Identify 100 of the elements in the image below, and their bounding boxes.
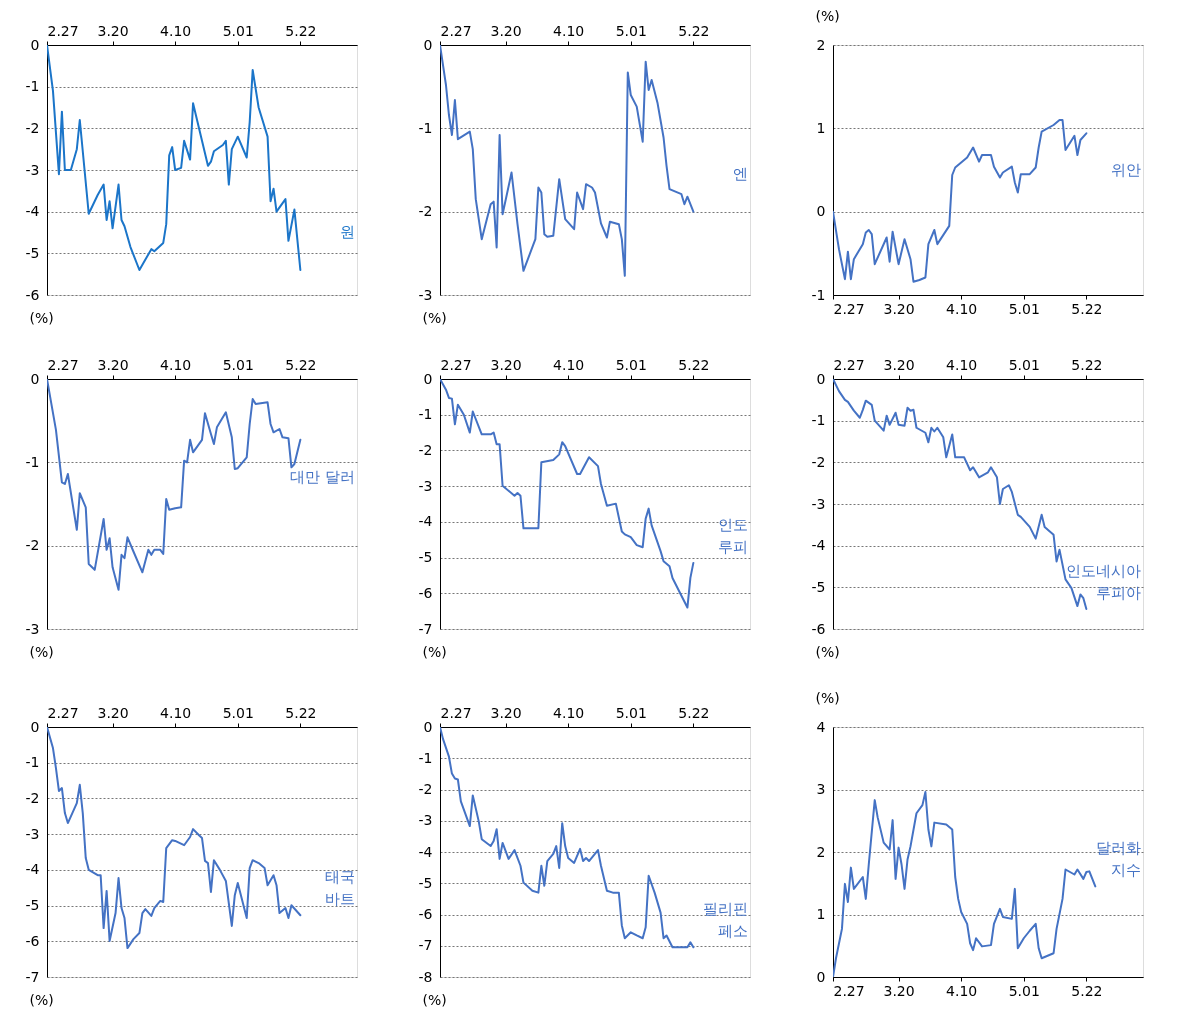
x-tick-label: 2.27 (440, 356, 472, 373)
x-tick-label: 5.22 (678, 22, 710, 39)
y-tick-label: -7 (418, 620, 433, 637)
y-tick-label: -3 (418, 286, 433, 303)
y-axis-title: (%) (29, 643, 54, 660)
y-axis-title: (%) (422, 643, 447, 660)
y-tick-label: -1 (811, 412, 826, 429)
y-tick-label: -1 (25, 78, 40, 95)
x-tick-label: 3.20 (97, 22, 129, 39)
y-tick-label: -3 (25, 620, 40, 637)
y-tick-label: -3 (811, 495, 826, 512)
line-series (833, 119, 1088, 283)
x-tick-label: 2.27 (440, 22, 472, 39)
line-series (440, 727, 695, 949)
x-tick-label: 3.20 (490, 704, 522, 721)
y-tick-label: -5 (25, 897, 40, 914)
x-tick-label: 5.22 (678, 704, 710, 721)
x-tick-label: 4.10 (553, 704, 585, 721)
series-label: 인도네시아 루피아 (1066, 562, 1141, 602)
x-tick-label: 5.22 (285, 704, 317, 721)
y-tick-label: 0 (423, 370, 433, 387)
line-series (440, 45, 695, 277)
y-tick-label: 4 (816, 718, 826, 735)
x-tick-label: 5.01 (1008, 982, 1040, 999)
x-tick-label: 3.20 (490, 22, 522, 39)
y-tick-label: 0 (30, 370, 40, 387)
line-series (47, 727, 302, 950)
x-tick-label: 2.27 (47, 704, 79, 721)
x-tick-label: 5.01 (222, 22, 254, 39)
y-tick-label: -6 (418, 906, 433, 922)
y-axis-title: (%) (815, 689, 840, 706)
series-label: 대만 달러 (290, 467, 355, 486)
x-tick-label: 5.01 (615, 356, 647, 373)
y-tick-label: -5 (811, 578, 826, 595)
y-axis-title: (%) (815, 643, 840, 660)
x-tick-label: 2.27 (47, 356, 79, 373)
text: 엔 (733, 164, 748, 183)
line-series (47, 45, 302, 271)
y-tick-label: -1 (418, 749, 433, 766)
series-label: 인도 루피 (718, 515, 748, 556)
y-tick-label: -1 (811, 286, 826, 303)
y-axis-title: (%) (422, 309, 447, 326)
y-tick-label: 1 (816, 906, 826, 922)
x-tick-label: 4.10 (160, 356, 192, 373)
y-tick-label: 1 (816, 119, 826, 136)
y-axis-title: (%) (29, 309, 54, 326)
y-tick-label: -6 (811, 620, 826, 637)
x-tick-label: 3.20 (490, 356, 522, 373)
y-tick-label: -5 (25, 244, 40, 261)
y-tick-label: -4 (25, 203, 40, 220)
x-tick-label: 5.22 (285, 22, 317, 39)
y-tick-label: -3 (418, 812, 433, 829)
x-tick-label: 5.01 (1008, 300, 1040, 317)
y-tick-label: -2 (25, 119, 40, 136)
y-tick-label: -5 (418, 874, 433, 891)
y-tick-label: -1 (418, 406, 433, 423)
y-tick-label: 0 (423, 718, 433, 735)
x-tick-label: 4.10 (160, 22, 192, 39)
y-tick-label: -7 (25, 968, 40, 985)
y-tick-label: -5 (418, 549, 433, 566)
y-tick-label: 0 (816, 370, 826, 387)
x-tick-label: 4.10 (946, 982, 978, 999)
x-tick-label: 5.22 (285, 356, 317, 373)
x-tick-label: 5.01 (1008, 356, 1040, 373)
y-tick-label: 3 (816, 781, 826, 797)
x-tick-label: 4.10 (553, 22, 585, 39)
y-tick-label: -3 (418, 477, 433, 494)
y-tick-label: -3 (25, 825, 40, 842)
x-tick-label: 3.20 (883, 982, 915, 999)
y-tick-label: 2 (816, 843, 826, 860)
y-tick-label: -4 (418, 513, 433, 530)
x-tick-label: 4.10 (946, 356, 978, 373)
series-label: 필리핀 페소 (703, 900, 748, 941)
y-tick-label: -1 (25, 453, 40, 470)
y-tick-label: 0 (30, 36, 40, 53)
x-tick-label: 3.20 (97, 356, 129, 373)
x-tick-label: 5.22 (1071, 300, 1103, 317)
text: 위안 (1111, 161, 1141, 180)
y-tick-label: -4 (811, 537, 826, 554)
y-tick-label: 2 (816, 36, 826, 53)
y-tick-label: -1 (418, 119, 433, 136)
x-tick-label: 5.22 (1071, 982, 1103, 999)
y-tick-label: -8 (418, 968, 433, 985)
y-tick-label: -3 (25, 161, 40, 178)
y-tick-label: -1 (25, 754, 40, 771)
x-tick-label: 2.27 (833, 356, 865, 373)
y-tick-label: -6 (25, 932, 40, 949)
line-series (440, 379, 695, 609)
x-tick-label: 3.20 (883, 356, 915, 373)
y-tick-label: -6 (418, 584, 433, 601)
y-tick-label: -4 (25, 861, 40, 878)
x-tick-label: 5.01 (615, 22, 647, 39)
x-tick-label: 5.01 (222, 704, 254, 721)
y-tick-label: 0 (816, 203, 826, 220)
y-axis-title: (%) (422, 991, 447, 1008)
y-axis-title: (%) (815, 7, 840, 24)
x-tick-label: 5.01 (615, 704, 647, 721)
line-series (833, 791, 1097, 977)
y-tick-label: 0 (423, 36, 433, 53)
x-tick-label: 4.10 (553, 356, 585, 373)
